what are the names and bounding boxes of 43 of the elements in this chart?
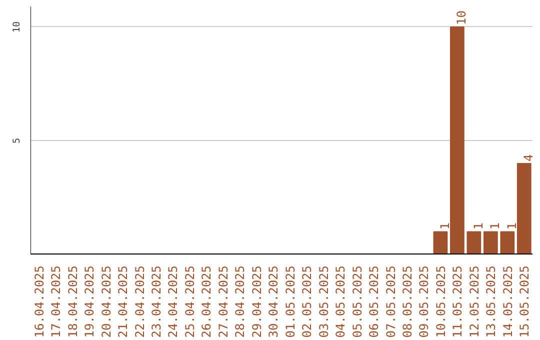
x-tick-label: 26.04.2025 <box>200 265 214 338</box>
x-tick-label: 18.04.2025 <box>66 265 80 338</box>
x-tick-label: 03.05.2025 <box>316 265 331 338</box>
x-tick-label: 10.05.2025 <box>434 265 448 338</box>
x-tick-label: 27.04.2025 <box>216 265 230 338</box>
x-tick-label: 17.04.2025 <box>49 265 64 338</box>
x-tick-label: 07.05.2025 <box>384 265 398 338</box>
bar <box>516 162 532 254</box>
x-tick-label: 01.05.2025 <box>283 265 298 338</box>
x-tick-label: 11.05.2025 <box>450 265 465 338</box>
x-tick-label: 12.05.2025 <box>467 265 482 338</box>
x-tick-label: 14.05.2025 <box>500 265 515 338</box>
x-tick-label: 28.04.2025 <box>233 265 248 338</box>
bar <box>500 231 515 254</box>
data-label: 4 <box>522 154 536 162</box>
bar <box>450 26 464 254</box>
bar <box>466 231 482 254</box>
data-label: 1 <box>488 222 502 230</box>
bar <box>483 231 498 254</box>
x-tick-label: 20.04.2025 <box>99 265 114 338</box>
x-tick-label: 08.05.2025 <box>400 265 414 338</box>
x-tick-label: 16.04.2025 <box>32 265 46 338</box>
x-tick-label: 05.05.2025 <box>350 265 364 338</box>
x-tick-label: 02.05.2025 <box>300 265 314 338</box>
x-tick-label: 21.04.2025 <box>116 265 130 338</box>
bar <box>433 231 448 254</box>
x-tick-label: 06.05.2025 <box>367 265 382 338</box>
x-tick-label: 09.05.2025 <box>417 265 432 338</box>
x-tick-label: 29.04.2025 <box>250 265 264 338</box>
data-label: 10 <box>454 10 469 25</box>
x-tick-label: 19.04.2025 <box>82 265 97 338</box>
data-label: 1 <box>504 222 519 230</box>
x-tick-label: 24.04.2025 <box>166 265 180 338</box>
x-tick-label: 23.04.2025 <box>150 265 164 338</box>
data-label: 1 <box>438 222 452 230</box>
x-tick-label: 22.04.2025 <box>132 265 147 338</box>
x-tick-label: 30.04.2025 <box>266 265 281 338</box>
x-tick-label: 04.05.2025 <box>334 265 348 338</box>
x-tick-label: 13.05.2025 <box>484 265 498 338</box>
data-label: 1 <box>471 222 486 230</box>
y-tick-label: 5 <box>12 138 22 144</box>
x-tick-label: 25.04.2025 <box>182 265 197 338</box>
x-tick-label: 15.05.2025 <box>518 265 532 338</box>
